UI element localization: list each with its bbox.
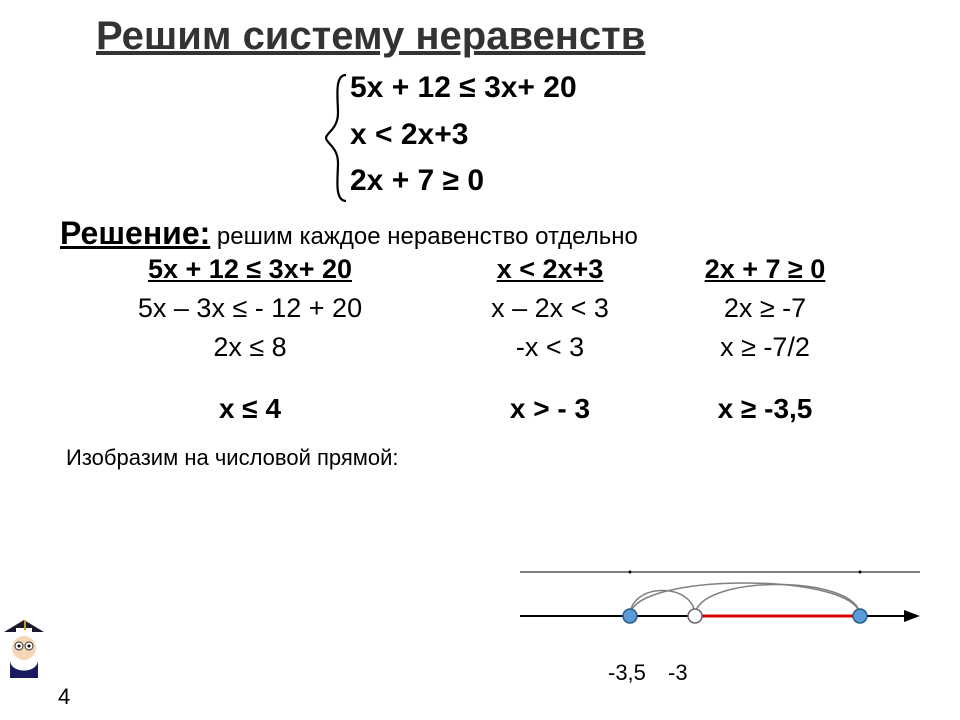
solution-label: Решение: xyxy=(60,215,210,251)
result-2: х > - 3 xyxy=(440,393,660,425)
col1-header: 5х + 12 ≤ 3х+ 20 xyxy=(148,254,352,285)
inequality-system: 5х + 12 ≤ 3х+ 20 х < 2х+3 2х + 7 ≥ 0 xyxy=(350,65,920,205)
slide: Решим систему неравенств 5х + 12 ≤ 3х+ 2… xyxy=(0,0,960,720)
result-1: х ≤ 4 xyxy=(60,393,440,425)
result-3: х ≥ -3,5 xyxy=(660,393,870,425)
column-2: х < 2х+3 х – 2х < 3 -х < 3 xyxy=(440,254,660,367)
column-3: 2х + 7 ≥ 0 2х ≥ -7 х ≥ -7/2 xyxy=(660,254,870,367)
system-line-2: х < 2х+3 xyxy=(350,112,920,159)
mascot-icon xyxy=(0,618,48,678)
tick-label-2: -3 xyxy=(668,660,688,685)
col3-header: 2х + 7 ≥ 0 xyxy=(705,254,826,285)
number-line-labels: -3,5 -3 xyxy=(520,660,892,686)
col3-step1: 2х ≥ -7 xyxy=(724,293,806,324)
slide-title: Решим систему неравенств xyxy=(96,14,920,59)
col2-step1: х – 2х < 3 xyxy=(491,293,609,324)
solution-sentence: решим каждое неравенство отдельно xyxy=(210,223,638,250)
column-1: 5х + 12 ≤ 3х+ 20 5х – 3х ≤ - 12 + 20 2х … xyxy=(60,254,440,367)
col2-step2: -х < 3 xyxy=(516,332,584,363)
page-number: 4 xyxy=(58,684,70,710)
system-line-3: 2х + 7 ≥ 0 xyxy=(350,158,920,205)
col1-step2: 2х ≤ 8 xyxy=(213,332,286,363)
solution-columns: 5х + 12 ≤ 3х+ 20 5х – 3х ≤ - 12 + 20 2х … xyxy=(60,254,920,367)
number-line-diagram xyxy=(520,562,920,642)
col1-step1: 5х – 3х ≤ - 12 + 20 xyxy=(138,293,362,324)
col2-header: х < 2х+3 xyxy=(497,254,604,285)
system-line-1: 5х + 12 ≤ 3х+ 20 xyxy=(350,65,920,112)
col3-step2: х ≥ -7/2 xyxy=(720,332,810,363)
number-line-caption: Изобразим на числовой прямой: xyxy=(66,445,920,471)
tick-label-1: -3,5 xyxy=(608,660,646,685)
curly-brace-icon xyxy=(324,73,350,203)
solution-heading: Решение: решим каждое неравенство отдель… xyxy=(60,215,920,252)
results-row: х ≤ 4 х > - 3 х ≥ -3,5 xyxy=(60,393,920,425)
